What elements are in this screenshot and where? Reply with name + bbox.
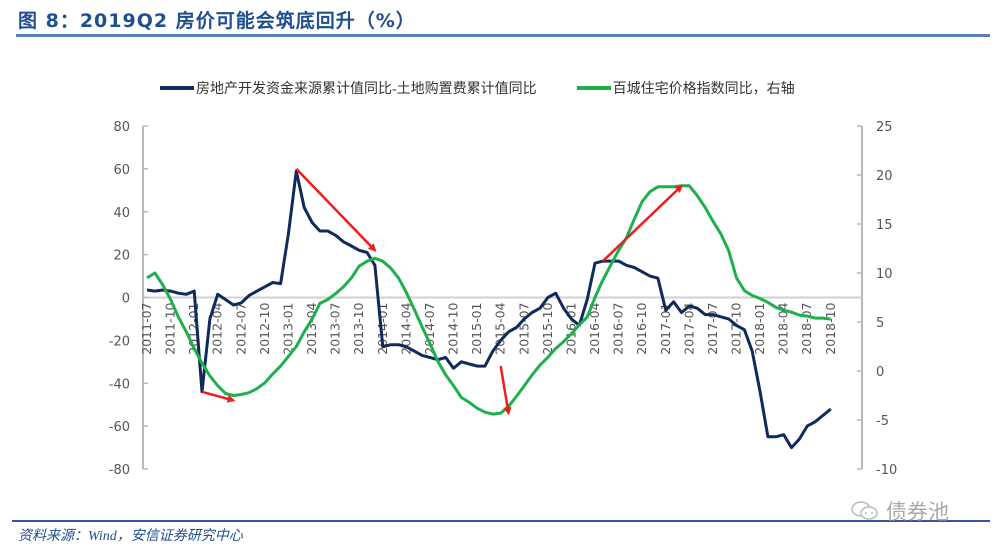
svg-text:80: 80 — [113, 120, 130, 135]
svg-text:2018-10: 2018-10 — [823, 302, 838, 354]
svg-text:25: 25 — [876, 120, 893, 135]
svg-text:2018-01: 2018-01 — [752, 303, 767, 355]
svg-text:2012-04: 2012-04 — [210, 302, 225, 354]
svg-text:5: 5 — [876, 316, 884, 331]
svg-text:2011-07: 2011-07 — [139, 303, 154, 355]
svg-text:2018-07: 2018-07 — [799, 303, 814, 355]
svg-text:20: 20 — [876, 169, 893, 184]
svg-text:2016-04: 2016-04 — [587, 302, 602, 354]
svg-text:2015-04: 2015-04 — [493, 302, 508, 354]
legend-item-funding-gap: 房地产开发资金来源累计值同比-土地购置费累计值同比 — [160, 78, 537, 98]
series-lines — [146, 169, 832, 450]
source-note: 资料来源：Wind，安信证券研究中心 — [18, 529, 243, 544]
svg-text:20: 20 — [113, 249, 130, 264]
svg-text:2017-07: 2017-07 — [705, 303, 720, 355]
wechat-icon — [850, 500, 880, 522]
svg-text:2013-10: 2013-10 — [351, 302, 366, 354]
svg-text:2015-01: 2015-01 — [469, 303, 484, 355]
legend-label: 百城住宅价格指数同比，右轴 — [612, 82, 795, 97]
axes: 80 60 40 20 0 -20 -40 -60 -80 25 20 15 10 5 0 -5 -10 — [109, 120, 897, 478]
svg-text:2016-07: 2016-07 — [611, 303, 626, 355]
svg-text:2011-10: 2011-10 — [163, 302, 178, 354]
svg-text:2017-04: 2017-04 — [681, 302, 696, 354]
svg-text:2013-07: 2013-07 — [328, 303, 343, 355]
chart-legend: 房地产开发资金来源累计值同比-土地购置费累计值同比 百城住宅价格指数同比，右轴 — [160, 78, 795, 98]
svg-text:0: 0 — [122, 292, 130, 307]
svg-text:-80: -80 — [109, 463, 130, 478]
svg-text:2014-07: 2014-07 — [422, 303, 437, 355]
legend-swatch-navy — [160, 86, 194, 90]
svg-text:15: 15 — [876, 218, 893, 233]
footer-rule — [12, 520, 990, 522]
legend-swatch-green — [576, 86, 611, 90]
svg-text:2012-10: 2012-10 — [257, 302, 272, 354]
svg-text:-10: -10 — [876, 463, 897, 478]
svg-text:-20: -20 — [109, 334, 130, 349]
figure-title: 图 8：2019Q2 房价可能会筑底回升（%） — [18, 10, 416, 32]
svg-text:-60: -60 — [109, 420, 130, 435]
svg-text:2016-10: 2016-10 — [634, 302, 649, 354]
watermark-text: 债券池 — [886, 500, 949, 524]
svg-text:2015-10: 2015-10 — [540, 302, 555, 354]
annotation-arrows — [201, 168, 683, 416]
svg-text:40: 40 — [113, 206, 130, 221]
svg-text:2017-01: 2017-01 — [658, 303, 673, 355]
svg-text:2015-07: 2015-07 — [516, 303, 531, 355]
title-underline — [16, 34, 990, 37]
svg-text:-40: -40 — [109, 377, 130, 392]
svg-text:2012-07: 2012-07 — [233, 303, 248, 355]
legend-item-price-index: 百城住宅价格指数同比，右轴 — [576, 78, 795, 98]
svg-text:10: 10 — [876, 267, 893, 282]
x-axis-labels: 2011-07 2011-10 2012-01 2012-04 2012-07 2012-… — [139, 302, 838, 354]
svg-text:2017-10: 2017-10 — [729, 302, 744, 354]
svg-text:2018-04: 2018-04 — [776, 302, 791, 354]
watermark: 债券池 — [850, 496, 949, 526]
svg-text:2014-04: 2014-04 — [398, 302, 413, 354]
svg-text:0: 0 — [876, 365, 884, 380]
svg-text:-5: -5 — [876, 414, 889, 429]
svg-text:60: 60 — [113, 163, 130, 178]
legend-label: 房地产开发资金来源累计值同比-土地购置费累计值同比 — [196, 82, 537, 97]
svg-text:2014-10: 2014-10 — [446, 302, 461, 354]
svg-text:2013-01: 2013-01 — [280, 303, 295, 355]
